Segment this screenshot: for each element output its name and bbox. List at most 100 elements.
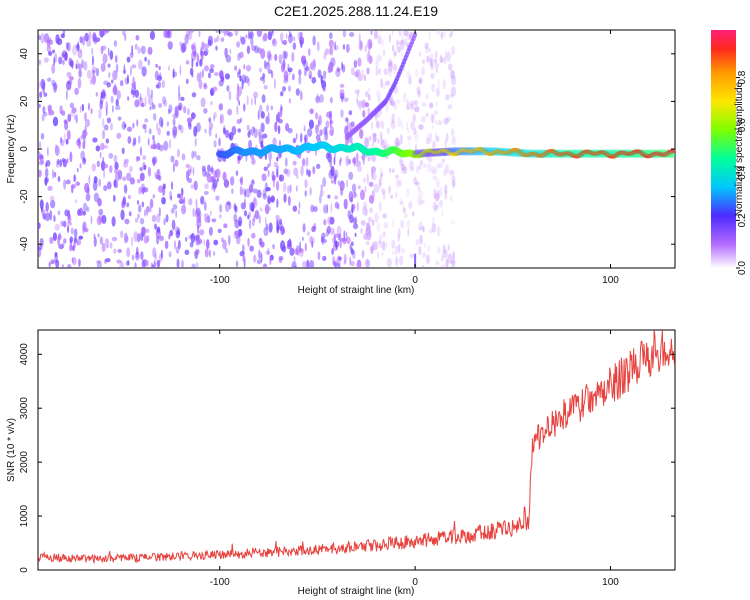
heatmap-noise-cell <box>135 251 139 259</box>
heatmap-noise-cell <box>357 185 361 190</box>
heatmap-noise-cell <box>432 216 435 225</box>
heatmap-noise-cell <box>82 202 88 212</box>
heatmap-noise-cell <box>52 49 55 54</box>
heatmap-noise-cell <box>378 67 382 76</box>
heatmap-noise-cell <box>330 165 335 177</box>
heatmap-noise-cell <box>40 132 45 140</box>
heatmap-noise-cell <box>381 38 385 48</box>
colorbar-tick-label: 0.6 <box>737 118 748 132</box>
heatmap-noise-cell <box>208 72 211 79</box>
heatmap-noise-cell <box>47 185 53 191</box>
heatmap-noise-cell <box>333 156 336 166</box>
heatmap-noise-cell <box>142 123 147 130</box>
heatmap-noise-cell <box>39 91 43 98</box>
y-tick-label: 2000 <box>19 451 30 474</box>
heatmap-noise-cell <box>191 72 194 78</box>
heatmap-noise-cell <box>150 89 154 99</box>
heatmap-noise-cell <box>267 55 271 63</box>
heatmap-noise-cell <box>57 175 61 183</box>
heatmap-noise-cell <box>437 162 443 169</box>
heatmap-noise-cell <box>416 165 420 174</box>
heatmap-noise-cell <box>397 244 401 254</box>
heatmap-noise-cell <box>292 160 297 166</box>
heatmap-noise-cell <box>116 132 122 139</box>
heatmap-noise-cell <box>208 117 212 124</box>
heatmap-noise-cell <box>225 129 230 139</box>
heatmap-noise-cell <box>322 238 328 244</box>
heatmap-noise-cell <box>151 214 157 223</box>
heatmap-noise-cell <box>72 44 78 56</box>
heatmap-noise-cell <box>206 172 212 183</box>
heatmap-noise-cell <box>134 251 140 261</box>
heatmap-noise-cell <box>91 74 97 85</box>
heatmap-noise-cell <box>422 225 425 233</box>
heatmap-noise-cell <box>368 135 372 142</box>
heatmap-noise-cell <box>258 214 261 224</box>
heatmap-noise-cell <box>203 201 207 211</box>
heatmap-noise-cell <box>236 235 241 245</box>
heatmap-noise-cell <box>213 114 215 122</box>
heatmap-noise-cell <box>208 121 214 130</box>
heatmap-noise-cell <box>48 51 53 56</box>
heatmap-noise-cell <box>366 67 370 75</box>
heatmap-noise-cell <box>244 190 247 198</box>
heatmap-noise-cell <box>172 71 178 78</box>
heatmap-noise-cell <box>326 225 332 235</box>
heatmap-noise-cell <box>184 249 190 256</box>
heatmap-noise-cell <box>411 104 415 110</box>
heatmap-noise-cell <box>392 217 395 229</box>
heatmap-noise-cell <box>304 179 308 189</box>
heatmap-noise-cell <box>322 86 326 92</box>
heatmap-noise-cell <box>198 79 203 90</box>
heatmap-noise-cell <box>336 255 341 266</box>
heatmap-noise-cell <box>223 179 230 188</box>
heatmap-noise-cell <box>378 234 383 243</box>
heatmap-noise-cell <box>156 213 161 224</box>
heatmap-noise-cell <box>62 30 66 36</box>
heatmap-noise-cell <box>357 57 362 67</box>
heatmap-noise-cell <box>91 69 96 75</box>
heatmap-noise-cell <box>450 220 456 225</box>
heatmap-noise-cell <box>413 99 418 106</box>
heatmap-noise-cell <box>224 47 228 58</box>
heatmap-noise-cell <box>84 131 88 137</box>
heatmap-noise-cell <box>352 157 357 164</box>
heatmap-noise-cell <box>400 39 405 51</box>
heatmap-noise-cell <box>417 185 420 192</box>
heatmap-noise-cell <box>103 163 109 169</box>
heatmap-noise-cell <box>285 123 290 132</box>
heatmap-noise-cell <box>345 117 349 123</box>
heatmap-noise-cell <box>403 213 408 219</box>
heatmap-noise-cell <box>222 171 227 182</box>
heatmap-noise-cell <box>362 110 366 118</box>
heatmap-noise-cell <box>288 238 292 248</box>
heatmap-noise-cell <box>172 113 178 119</box>
heatmap-noise-cell <box>329 216 335 225</box>
heatmap-noise-cell <box>71 257 77 266</box>
heatmap-noise-cell <box>426 162 432 173</box>
heatmap-noise-cell <box>297 31 302 41</box>
heatmap-noise-cell <box>426 254 430 265</box>
heatmap-noise-cell <box>451 135 456 146</box>
heatmap-noise-cell <box>234 65 237 71</box>
heatmap-noise-cell <box>175 209 177 218</box>
heatmap-noise-cell <box>75 63 78 70</box>
heatmap-noise-cell <box>208 127 212 137</box>
heatmap-noise-cell <box>233 202 237 211</box>
heatmap-noise-cell <box>384 80 391 86</box>
heatmap-noise-cell <box>343 198 348 210</box>
heatmap-noise-cell <box>217 228 222 234</box>
heatmap-noise-cell <box>200 97 206 108</box>
heatmap-noise-cell <box>360 220 366 226</box>
heatmap-noise-cell <box>260 241 265 248</box>
heatmap-noise-cell <box>395 191 398 199</box>
heatmap-noise-cell <box>414 181 420 186</box>
heatmap-noise-cell <box>157 185 164 193</box>
heatmap-noise-cell <box>361 99 367 109</box>
heatmap-noise-cell <box>228 90 232 101</box>
heatmap-noise-cell <box>366 173 369 184</box>
heatmap-noise-cell <box>140 231 144 242</box>
heatmap-noise-cell <box>215 45 218 51</box>
heatmap-noise-cell <box>53 83 57 93</box>
heatmap-noise-cell <box>368 55 373 64</box>
